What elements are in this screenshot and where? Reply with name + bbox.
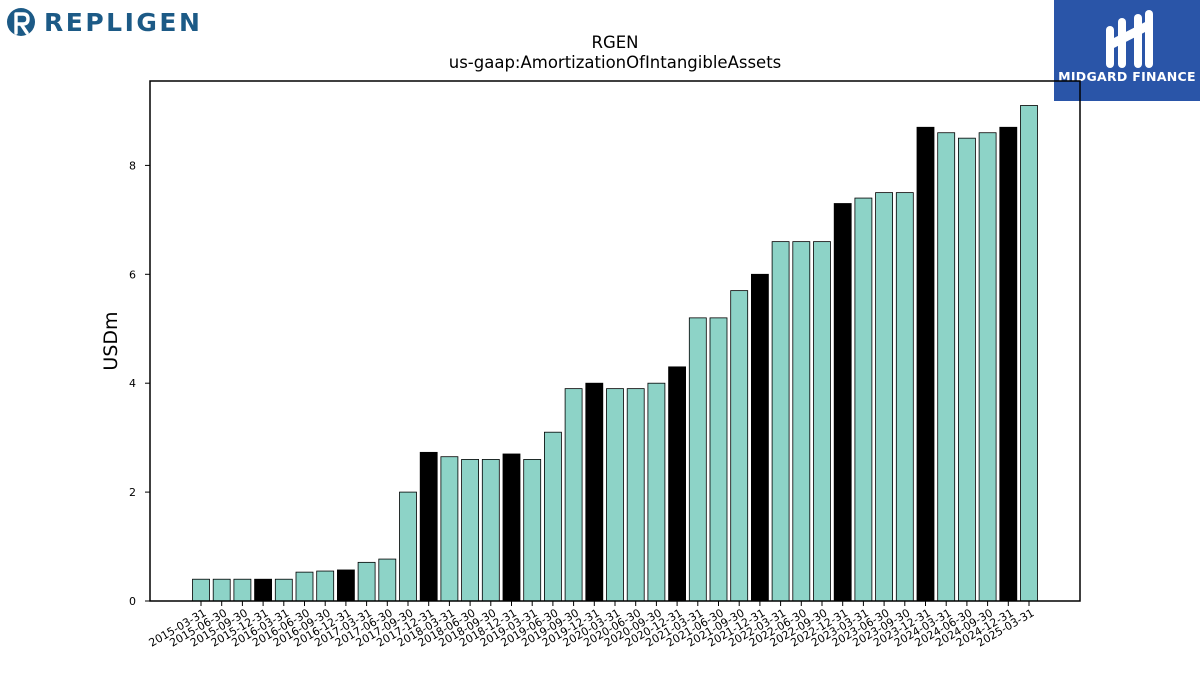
repligen-logo: REPLIGEN <box>6 4 202 40</box>
bar-2022-09-30 <box>813 241 831 602</box>
bar-2018-03-31 <box>440 456 459 602</box>
bar-2025-03-31 <box>1020 105 1038 602</box>
repligen-wordmark: REPLIGEN <box>44 7 203 37</box>
bar-2024-03-31 <box>937 132 956 602</box>
plot-frame <box>149 80 1081 602</box>
bar-2018-12-31 <box>502 453 521 602</box>
bar-2020-12-31 <box>668 366 686 602</box>
bar-2020-03-31 <box>606 388 624 602</box>
chart-subtitle: us-gaap:AmortizationOfIntangibleAssets <box>449 53 782 72</box>
y-axis: 0 2 4 6 8 <box>129 159 150 608</box>
bar-2018-06-30 <box>461 459 480 602</box>
x-axis: 2015-03-312015-06-302015-09-302015-12-31… <box>147 601 1037 650</box>
bar-2022-12-31 <box>833 203 852 602</box>
bar-2021-03-31 <box>688 317 707 602</box>
bar-2020-06-30 <box>626 388 645 602</box>
bar-2019-03-31 <box>523 459 542 602</box>
bar-2020-09-30 <box>647 382 666 602</box>
midgard-wordmark: MIDGARD FINANCE <box>1058 69 1196 84</box>
y-tick-label-0: 0 <box>129 595 136 608</box>
bar-2017-03-31 <box>357 561 376 602</box>
y-tick-label-6: 6 <box>129 268 136 281</box>
bar-2024-06-30 <box>958 137 976 602</box>
bar-2022-06-30 <box>792 241 811 602</box>
bar-2022-03-31 <box>771 241 790 602</box>
bar-2018-09-30 <box>481 459 500 602</box>
bars-group <box>192 105 1038 602</box>
bar-2015-12-31 <box>254 578 273 602</box>
bar-2023-12-31 <box>916 126 935 602</box>
bar-2016-12-31 <box>336 569 355 602</box>
bar-2021-06-30 <box>709 317 728 602</box>
bar-2015-03-31 <box>192 578 210 602</box>
bar-2019-12-31 <box>585 382 604 602</box>
bar-2015-09-30 <box>233 578 252 602</box>
bar-2019-06-30 <box>544 431 562 602</box>
chart-title: RGEN <box>591 33 638 52</box>
bar-2023-06-30 <box>875 192 893 602</box>
y-tick-label-4: 4 <box>129 377 136 390</box>
bar-2019-09-30 <box>564 388 583 602</box>
midgard-finance-logo: MIDGARD FINANCE <box>1054 0 1200 101</box>
bar-2023-09-30 <box>895 192 914 602</box>
bar-2023-03-31 <box>854 197 873 602</box>
bar-2017-06-30 <box>378 558 397 602</box>
bar-2021-12-31 <box>751 273 769 602</box>
bar-2024-12-31 <box>999 126 1018 602</box>
bar-2021-09-30 <box>730 290 749 602</box>
y-tick-label-8: 8 <box>129 159 136 172</box>
bar-2015-06-30 <box>212 578 231 602</box>
bar-2016-06-30 <box>295 571 314 602</box>
bar-2016-03-31 <box>274 578 293 602</box>
bar-2017-09-30 <box>399 491 417 602</box>
bar-2024-09-30 <box>978 132 997 602</box>
repligen-mark-icon <box>7 8 35 36</box>
bar-2016-09-30 <box>316 570 335 602</box>
y-axis-label: USDm <box>100 311 122 370</box>
y-tick-label-2: 2 <box>129 486 136 499</box>
bar-2017-12-31 <box>419 451 438 602</box>
midgard-mark-icon <box>1106 10 1153 68</box>
